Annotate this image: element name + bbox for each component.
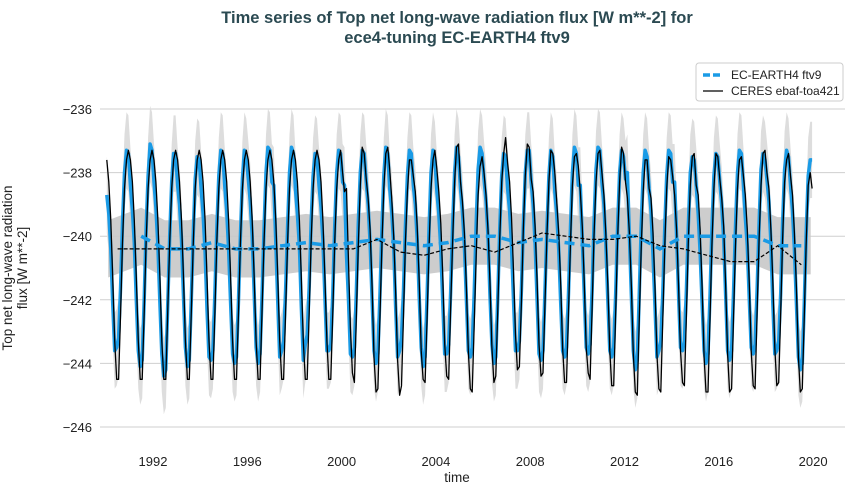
y-tick-labels: −236 −238 −240 −242 −244 −246 [63,102,92,435]
legend-box [695,62,844,102]
x-tick-label: 1996 [233,454,262,469]
x-tick-label: 2016 [704,454,733,469]
y-tick-label: −240 [63,229,92,244]
y-tick-label: −244 [63,356,92,371]
model-mean-spread-band [108,207,811,278]
y-tick-label: −242 [63,293,92,308]
legend: EC-EARTH4 ftv9 CERES ebaf-toa421 [695,62,844,102]
x-tick-label: 2004 [421,454,450,469]
x-tick-label: 2012 [610,454,639,469]
chart-title-line-1: Time series of Top net long-wave radiati… [221,9,693,27]
x-tick-label: 2000 [327,454,356,469]
x-axis-label: time [444,470,470,485]
y-tick-label: −246 [63,420,92,435]
y-tick-label: −238 [63,166,92,181]
y-axis-label: Top net long-wave radiation flux [W m**-… [0,185,30,350]
x-tick-labels: 1992 1996 2000 2004 2008 2012 2016 2020 [139,454,828,469]
y-tick-label: −236 [63,102,92,117]
legend-label-model: EC-EARTH4 ftv9 [731,68,822,82]
obs-monthly-line [106,136,813,396]
obs-running-mean-line [117,232,802,266]
legend-label-obs: CERES ebaf-toa421 [731,84,840,98]
y-axis-label-line-1: Top net long-wave radiation [0,185,15,350]
x-tick-label: 1992 [139,454,168,469]
x-tick-label: 2008 [516,454,545,469]
x-tick-label: 2020 [799,454,828,469]
y-axis-label-line-2: flux [W m**-2] [15,227,30,310]
chart-title-line-2: ece4-tuning EC-EARTH4 ftv9 [344,29,570,47]
series-lines [105,136,813,396]
